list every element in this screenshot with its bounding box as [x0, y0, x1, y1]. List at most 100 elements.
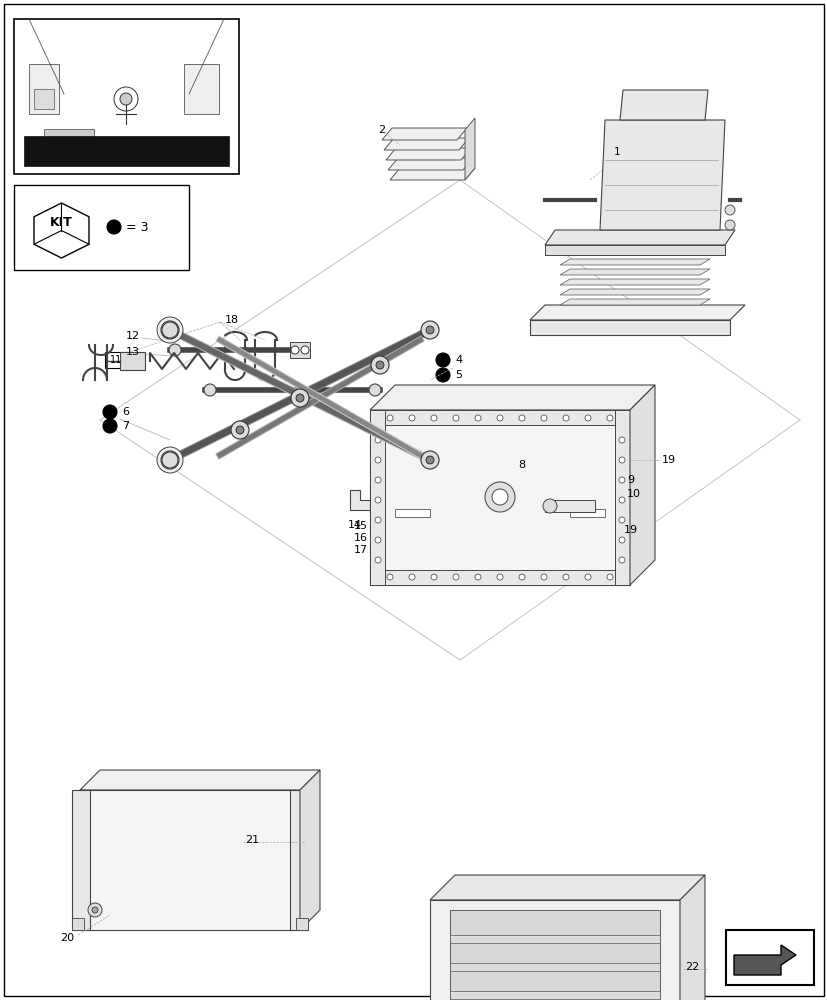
Circle shape [301, 346, 308, 354]
Bar [370, 546, 429, 554]
Text: 6: 6 [122, 407, 129, 417]
Circle shape [562, 415, 568, 421]
Bar [449, 963, 659, 971]
Bar [569, 509, 605, 517]
Text: 7: 7 [122, 421, 129, 431]
Bar [14, 185, 189, 270]
Circle shape [103, 419, 117, 433]
Polygon shape [34, 203, 88, 258]
Bar [49, 139, 59, 154]
Bar [394, 509, 429, 517]
Circle shape [607, 487, 621, 501]
Text: = 3: = 3 [126, 221, 148, 234]
Circle shape [436, 353, 449, 367]
Polygon shape [80, 770, 319, 790]
Polygon shape [559, 249, 709, 255]
Circle shape [619, 497, 624, 503]
Circle shape [491, 489, 508, 505]
Bar [295, 918, 308, 930]
Polygon shape [600, 120, 724, 230]
Circle shape [431, 415, 437, 421]
Circle shape [103, 405, 117, 419]
Polygon shape [381, 128, 466, 140]
Circle shape [165, 456, 174, 464]
Bar [79, 139, 88, 154]
Circle shape [420, 451, 438, 469]
Polygon shape [559, 279, 709, 285]
Polygon shape [465, 118, 475, 180]
Polygon shape [619, 90, 707, 120]
Circle shape [619, 537, 624, 543]
Circle shape [162, 322, 178, 338]
Circle shape [375, 361, 384, 369]
Text: 22: 22 [684, 962, 699, 972]
Circle shape [585, 415, 590, 421]
Bar [370, 522, 429, 530]
Circle shape [452, 415, 458, 421]
Polygon shape [559, 269, 709, 275]
Bar [529, 320, 729, 335]
Text: 1: 1 [613, 147, 619, 157]
Circle shape [231, 421, 249, 439]
Bar [29, 64, 59, 114]
Text: 9: 9 [626, 475, 633, 485]
Bar [370, 410, 629, 425]
Circle shape [475, 415, 480, 421]
Polygon shape [629, 385, 654, 585]
Bar [80, 790, 299, 930]
Bar [370, 410, 629, 585]
Circle shape [425, 326, 433, 334]
Bar [72, 790, 90, 930]
Bar [370, 534, 429, 542]
Polygon shape [390, 168, 475, 180]
Circle shape [157, 447, 183, 473]
Text: 14: 14 [347, 520, 361, 530]
Polygon shape [429, 875, 704, 900]
Circle shape [162, 452, 178, 468]
Circle shape [519, 415, 524, 421]
Circle shape [607, 473, 621, 487]
Circle shape [375, 477, 380, 483]
Circle shape [619, 437, 624, 443]
Circle shape [375, 517, 380, 523]
Circle shape [160, 451, 179, 469]
Polygon shape [370, 385, 654, 410]
Polygon shape [385, 148, 471, 160]
Circle shape [88, 903, 102, 917]
Text: 8: 8 [518, 460, 524, 470]
Bar [24, 136, 229, 166]
Circle shape [370, 356, 389, 374]
Bar [449, 910, 659, 1000]
Circle shape [497, 458, 511, 472]
Text: 17: 17 [353, 545, 367, 555]
Circle shape [169, 344, 181, 356]
Text: 21: 21 [245, 835, 259, 845]
Circle shape [452, 574, 458, 580]
Polygon shape [388, 158, 472, 170]
Bar [370, 570, 629, 585]
Circle shape [485, 482, 514, 512]
Circle shape [431, 574, 437, 580]
Bar [449, 935, 659, 943]
Circle shape [724, 220, 734, 230]
Polygon shape [679, 875, 704, 1000]
Circle shape [562, 574, 568, 580]
Bar [370, 410, 385, 585]
Circle shape [160, 321, 179, 339]
Polygon shape [733, 945, 795, 975]
Circle shape [606, 574, 612, 580]
Circle shape [120, 93, 131, 105]
Bar [14, 19, 239, 174]
Circle shape [496, 415, 502, 421]
Bar [614, 410, 629, 585]
Circle shape [425, 456, 433, 464]
Polygon shape [299, 770, 319, 930]
Bar [449, 910, 659, 1000]
Circle shape [107, 220, 121, 234]
Bar [544, 500, 595, 512]
Circle shape [540, 415, 547, 421]
Circle shape [290, 389, 308, 407]
Bar [449, 991, 659, 999]
Bar [289, 342, 309, 358]
Circle shape [375, 497, 380, 503]
